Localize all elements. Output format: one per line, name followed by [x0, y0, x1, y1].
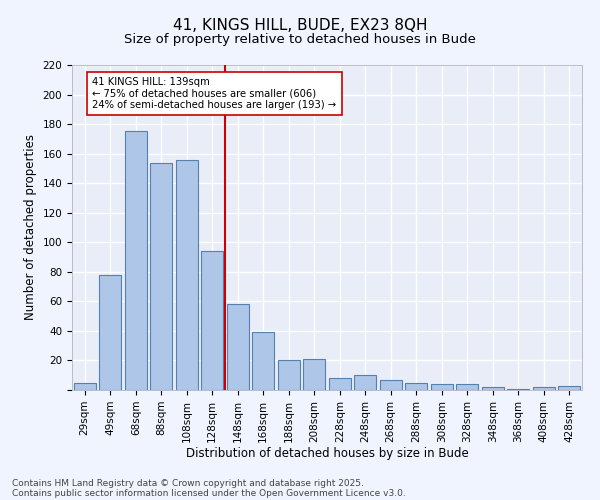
Bar [355, 375, 376, 390]
Text: 41, KINGS HILL, BUDE, EX23 8QH: 41, KINGS HILL, BUDE, EX23 8QH [173, 18, 427, 32]
Y-axis label: Number of detached properties: Number of detached properties [24, 134, 37, 320]
Bar [74, 382, 95, 390]
Bar [253, 332, 274, 390]
Bar [482, 387, 503, 390]
Bar [508, 388, 529, 390]
X-axis label: Distribution of detached houses by size in Bude: Distribution of detached houses by size … [185, 448, 469, 460]
Text: Contains HM Land Registry data © Crown copyright and database right 2025.: Contains HM Land Registry data © Crown c… [12, 478, 364, 488]
Text: Size of property relative to detached houses in Bude: Size of property relative to detached ho… [124, 32, 476, 46]
Bar [329, 378, 350, 390]
Bar [406, 382, 427, 390]
Bar [431, 384, 452, 390]
Bar [100, 275, 121, 390]
Bar [151, 162, 172, 390]
Bar [380, 380, 401, 390]
Text: Contains public sector information licensed under the Open Government Licence v3: Contains public sector information licen… [12, 488, 406, 498]
Bar [227, 304, 248, 390]
Bar [176, 160, 197, 390]
Bar [457, 384, 478, 390]
Bar [202, 251, 223, 390]
Bar [125, 132, 146, 390]
Bar [278, 360, 299, 390]
Text: 41 KINGS HILL: 139sqm
← 75% of detached houses are smaller (606)
24% of semi-det: 41 KINGS HILL: 139sqm ← 75% of detached … [92, 77, 337, 110]
Bar [533, 387, 554, 390]
Bar [559, 386, 580, 390]
Bar [304, 359, 325, 390]
